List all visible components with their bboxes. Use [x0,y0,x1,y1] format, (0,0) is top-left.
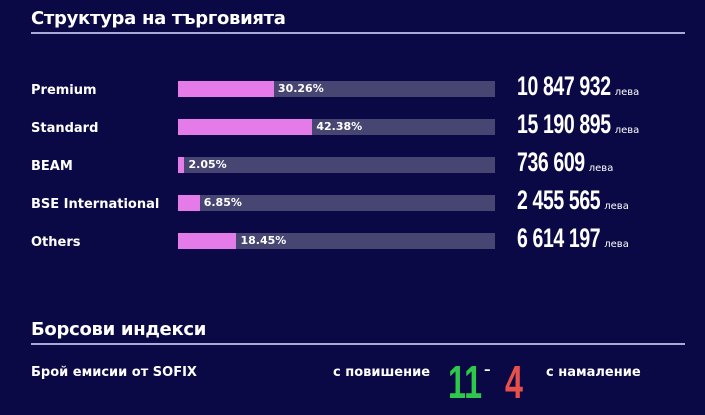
bar-track: 30.26% [178,81,495,97]
percent-label: 18.45% [240,234,287,247]
bar-row: Others 18.45% 6 614 197 лева [0,223,705,257]
amount-value: 15 190 895 [517,109,611,139]
bar-row: Premium 30.26% 10 847 932 лева [0,71,705,105]
bar-row: BSE International 6.85% 2 455 565 лева [0,185,705,219]
indices-title: Борсови индекси [31,319,207,340]
category-label: Standard [31,121,99,136]
amount: 10 847 932 лева [517,71,647,102]
bar-track: 6.85% [178,195,495,211]
category-label: BEAM [31,159,73,174]
sofix-label: Брой емисии от SOFIX [31,365,197,380]
percent-label: 6.85% [203,196,242,209]
category-label: Premium [31,83,97,98]
category-label: BSE International [31,197,160,212]
amount: 2 455 565 лева [517,185,633,216]
divider [31,343,685,345]
up-count: 11 [448,356,483,408]
category-label: Others [31,235,81,250]
bar-fill [178,81,274,97]
amount-value: 6 614 197 [517,223,601,253]
percent-label: 2.05% [188,158,227,171]
amount: 15 190 895 лева [517,109,647,140]
bar-fill [178,119,313,135]
down-count: 4 [505,356,523,408]
bar-fill [178,233,237,249]
amount-unit: лева [614,125,640,136]
percent-label: 30.26% [277,82,324,95]
amount: 736 609 лева [517,147,614,178]
bar-fill [178,195,200,211]
down-label: с намаление [546,365,641,380]
dash: – [484,363,491,378]
bar-track: 2.05% [178,157,495,173]
bar-fill [178,157,185,173]
amount-value: 736 609 [517,147,585,177]
percent-label: 42.38% [316,120,363,133]
amount-unit: лева [604,239,629,250]
divider [31,32,685,34]
amount-unit: лева [588,163,614,174]
amount-value: 2 455 565 [517,185,601,215]
bar-row: Standard 42.38% 15 190 895 лева [0,109,705,143]
amount-unit: лева [604,201,629,212]
amount-value: 10 847 932 [517,71,611,101]
amount: 6 614 197 лева [517,223,633,254]
bar-track: 18.45% [178,233,495,249]
bar-track: 42.38% [178,119,495,135]
trading-structure-title: Структура на търговията [31,8,286,29]
up-label: с повишение [333,365,431,380]
amount-unit: лева [614,87,640,98]
bar-row: BEAM 2.05% 736 609 лева [0,147,705,181]
